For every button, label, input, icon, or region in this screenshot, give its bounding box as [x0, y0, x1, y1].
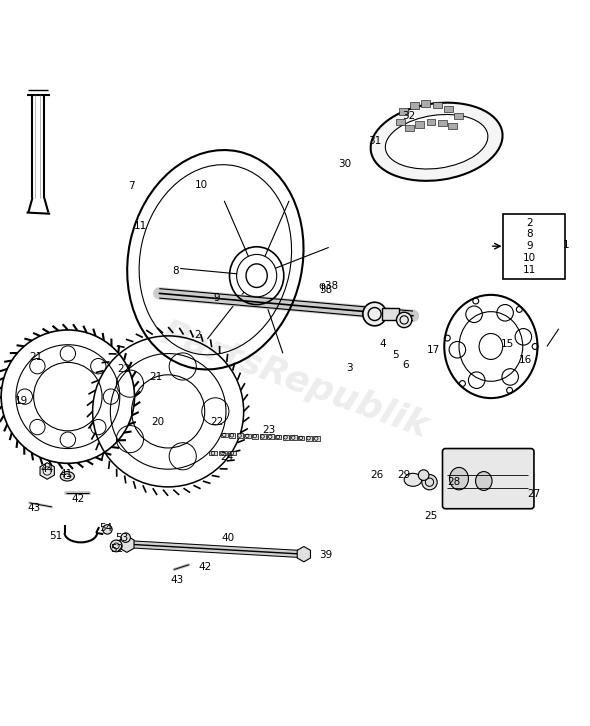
Text: 6: 6	[402, 360, 409, 370]
Text: 42: 42	[72, 494, 85, 504]
Text: 43: 43	[27, 503, 40, 513]
Bar	[229, 433, 235, 438]
Text: 38: 38	[319, 285, 332, 295]
Ellipse shape	[404, 473, 422, 486]
Bar	[260, 434, 266, 439]
Text: 32: 32	[402, 111, 415, 121]
Text: 10: 10	[195, 180, 208, 189]
Bar	[438, 120, 447, 126]
Bar	[444, 106, 453, 113]
Text: 30: 30	[339, 159, 352, 169]
Bar	[267, 434, 274, 439]
Bar	[228, 451, 236, 455]
Bar	[290, 436, 297, 440]
Text: 20: 20	[152, 417, 165, 427]
Text: 44: 44	[41, 464, 54, 474]
Text: 54: 54	[100, 523, 113, 533]
Text: 22: 22	[117, 364, 130, 374]
Text: 25: 25	[424, 511, 437, 521]
Text: 40: 40	[221, 533, 234, 542]
Text: 19: 19	[15, 396, 28, 406]
Bar	[237, 433, 243, 438]
Bar	[283, 435, 289, 440]
Text: 17: 17	[427, 345, 440, 355]
Text: PartsRepublik: PartsRepublik	[156, 317, 434, 445]
Bar	[427, 119, 435, 125]
Bar	[252, 434, 258, 439]
Text: 24: 24	[221, 452, 234, 462]
Ellipse shape	[385, 115, 488, 169]
Bar	[219, 451, 227, 455]
Bar	[275, 435, 281, 439]
Text: 9: 9	[214, 293, 221, 303]
Circle shape	[363, 302, 386, 326]
Text: 29: 29	[398, 470, 411, 480]
Text: 39: 39	[320, 550, 333, 560]
Text: 8: 8	[526, 229, 533, 240]
Text: 42: 42	[199, 562, 212, 572]
Circle shape	[110, 540, 122, 552]
Ellipse shape	[60, 472, 74, 481]
Text: 23: 23	[262, 425, 275, 435]
Bar	[433, 102, 442, 108]
Text: 11: 11	[523, 265, 536, 274]
Text: 4: 4	[379, 339, 386, 349]
Bar	[405, 125, 414, 131]
Text: 22: 22	[211, 417, 224, 427]
Bar	[298, 436, 304, 440]
Text: 21: 21	[29, 352, 42, 362]
Text: 9: 9	[526, 241, 533, 251]
Text: 27: 27	[527, 489, 540, 499]
Circle shape	[396, 312, 412, 327]
Ellipse shape	[476, 472, 492, 491]
Polygon shape	[120, 536, 134, 552]
Bar	[221, 433, 228, 437]
Bar	[244, 433, 251, 439]
Text: 2: 2	[194, 330, 201, 340]
Ellipse shape	[450, 468, 468, 490]
Bar	[382, 308, 399, 320]
Text: 26: 26	[370, 470, 383, 480]
Bar	[421, 100, 430, 107]
Text: 7: 7	[127, 181, 135, 191]
Text: 28: 28	[448, 477, 461, 487]
Circle shape	[418, 470, 429, 481]
Text: 53: 53	[115, 533, 128, 542]
Text: 1: 1	[563, 240, 570, 250]
Text: 2: 2	[526, 218, 533, 227]
Text: 52: 52	[110, 544, 123, 554]
Text: 10: 10	[523, 253, 536, 263]
Circle shape	[121, 533, 130, 542]
Bar	[209, 451, 217, 455]
Text: 31: 31	[368, 136, 381, 146]
Polygon shape	[297, 547, 310, 562]
Text: φ38: φ38	[319, 281, 339, 291]
Bar	[410, 102, 419, 109]
Bar	[454, 113, 463, 119]
Bar	[306, 436, 312, 441]
Bar	[399, 108, 408, 115]
Text: 21: 21	[150, 372, 163, 382]
Circle shape	[103, 525, 112, 534]
Bar	[448, 123, 457, 129]
Text: 15: 15	[501, 339, 514, 349]
Text: 11: 11	[134, 221, 147, 231]
Text: 5: 5	[392, 351, 399, 360]
Circle shape	[422, 475, 437, 490]
Text: 3: 3	[346, 363, 353, 372]
Text: 51: 51	[50, 531, 63, 541]
Text: 41: 41	[60, 469, 73, 479]
Ellipse shape	[64, 474, 71, 478]
Text: 16: 16	[519, 355, 532, 365]
Bar	[396, 119, 405, 125]
Bar	[313, 436, 320, 441]
Text: 8: 8	[172, 266, 179, 276]
Bar	[415, 121, 424, 128]
Text: 43: 43	[171, 575, 183, 585]
Ellipse shape	[371, 102, 503, 181]
FancyBboxPatch shape	[442, 449, 534, 509]
